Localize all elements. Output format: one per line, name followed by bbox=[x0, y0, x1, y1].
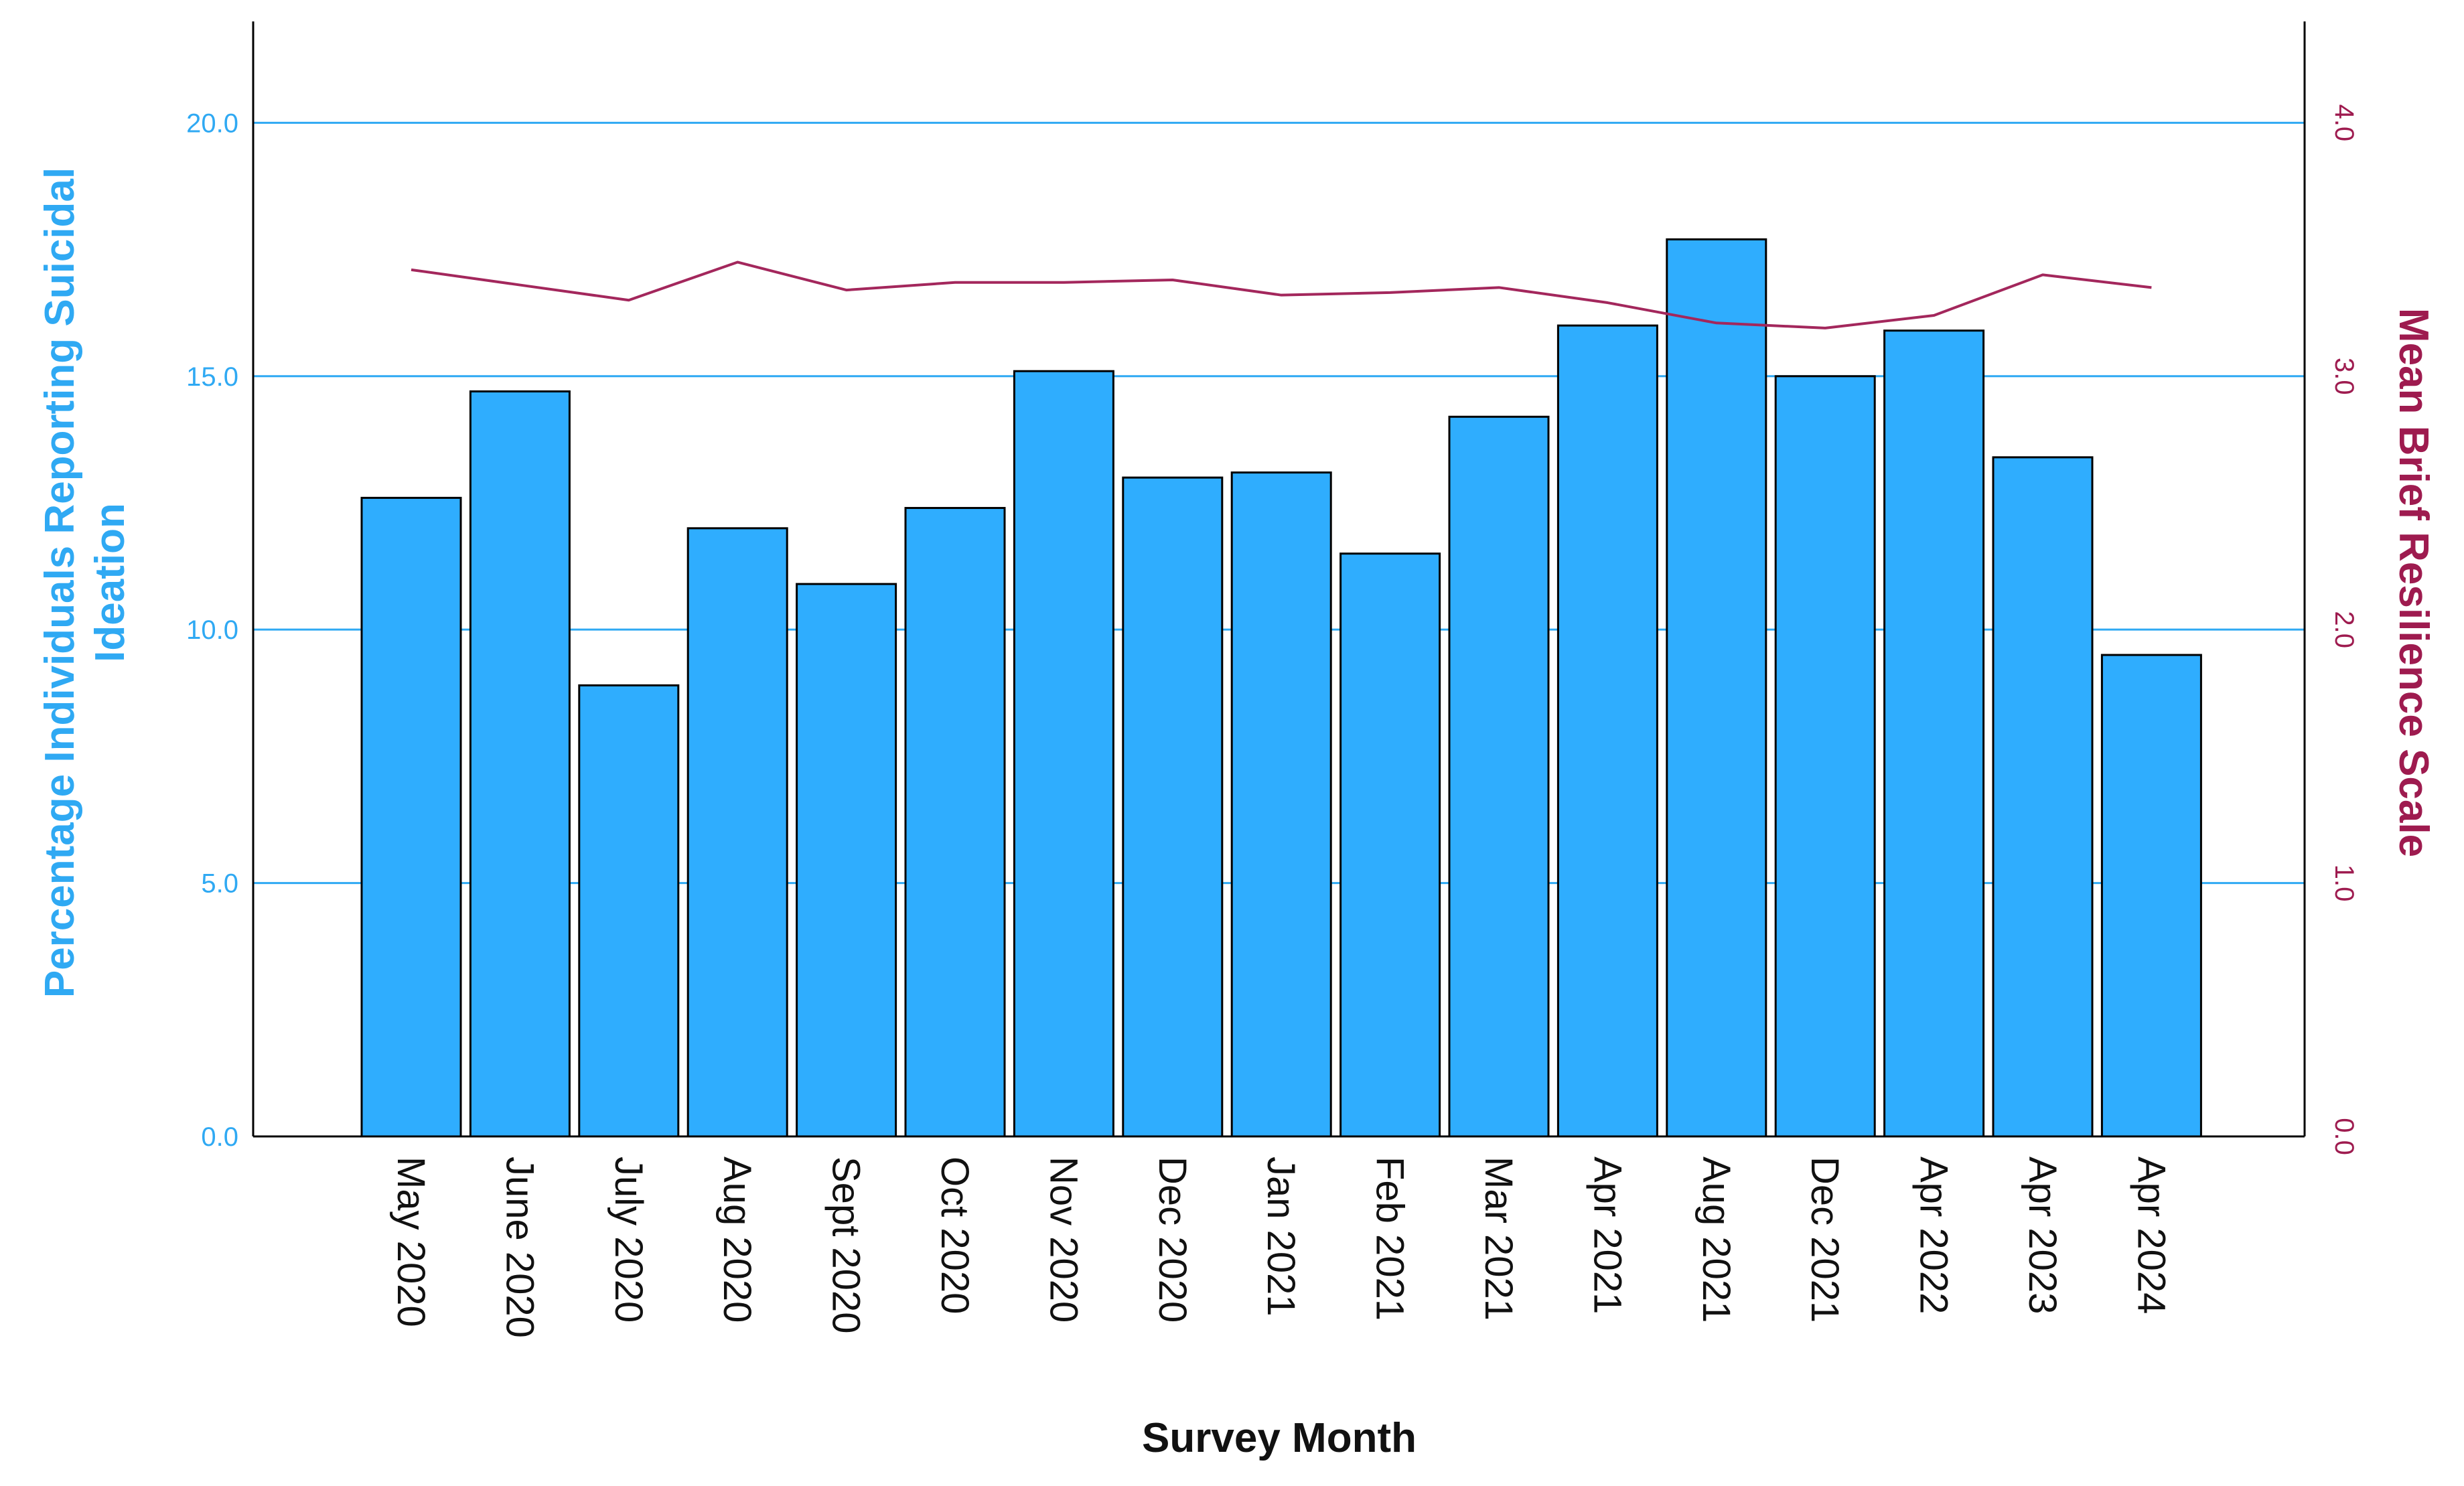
bar-14 bbox=[1883, 329, 1985, 1138]
bar-5 bbox=[904, 507, 1006, 1138]
right-tick-label-1: 1.0 bbox=[2329, 865, 2359, 902]
x-tick-label-9: Feb 2021 bbox=[1368, 1157, 1412, 1321]
left-tick-label-3: 15.0 bbox=[186, 362, 238, 392]
bar-6 bbox=[1013, 370, 1114, 1138]
x-tick-label-10: Mar 2021 bbox=[1477, 1157, 1520, 1321]
bars bbox=[360, 238, 2202, 1138]
bar-4 bbox=[796, 583, 897, 1138]
x-ticks: May 2020 June 2020 July 2020 Aug 2020 Sept 2… bbox=[389, 1157, 2173, 1338]
x-tick-label-13: Dec 2021 bbox=[1803, 1157, 1846, 1323]
x-tick-label-5: Oct 2020 bbox=[933, 1157, 976, 1314]
x-tick-label-7: Dec 2020 bbox=[1151, 1157, 1194, 1323]
y-axis-label-left-line2: Ideation bbox=[87, 503, 133, 662]
bar-2 bbox=[578, 684, 680, 1138]
x-tick-label-3: Aug 2020 bbox=[715, 1157, 759, 1323]
y-axis-label-right: Mean Brief Resilience Scale bbox=[2390, 308, 2437, 857]
x-tick-label-16: Apr 2024 bbox=[2129, 1157, 2173, 1314]
bar-0 bbox=[360, 496, 462, 1138]
bar-8 bbox=[1230, 471, 1332, 1138]
x-tick-label-6: Nov 2020 bbox=[1041, 1157, 1085, 1323]
x-tick-label-14: Apr 2022 bbox=[1912, 1157, 1956, 1314]
x-tick-label-0: May 2020 bbox=[389, 1157, 433, 1327]
right-tick-label-0: 0.0 bbox=[2329, 1118, 2359, 1155]
bar-9 bbox=[1339, 552, 1441, 1138]
bar-3 bbox=[686, 527, 788, 1138]
bar-11 bbox=[1556, 324, 1658, 1138]
bar-10 bbox=[1448, 415, 1550, 1138]
bar-7 bbox=[1122, 476, 1224, 1138]
x-tick-label-4: Sept 2020 bbox=[824, 1157, 868, 1333]
left-tick-label-0: 0.0 bbox=[201, 1122, 238, 1152]
right-ticks: 0.0 1.0 2.0 3.0 4.0 bbox=[2329, 104, 2359, 1155]
y-axis-label-left-line1: Percentage Individuals Reporting Suicida… bbox=[37, 167, 83, 998]
axes bbox=[252, 21, 2306, 1138]
bar-13 bbox=[1774, 375, 1876, 1138]
left-tick-label-2: 10.0 bbox=[186, 615, 238, 645]
x-tick-label-1: June 2020 bbox=[498, 1157, 541, 1338]
bar-1 bbox=[469, 390, 571, 1138]
line-series bbox=[411, 261, 2152, 329]
x-tick-label-15: Apr 2023 bbox=[2021, 1157, 2064, 1314]
x-axis-label: Survey Month bbox=[1142, 1415, 1417, 1461]
x-tick-label-11: Apr 2021 bbox=[1585, 1157, 1629, 1314]
left-tick-label-1: 5.0 bbox=[201, 869, 238, 899]
right-tick-label-4: 4.0 bbox=[2329, 104, 2359, 142]
x-tick-label-12: Aug 2021 bbox=[1694, 1157, 1738, 1323]
right-tick-label-3: 3.0 bbox=[2329, 358, 2359, 395]
right-tick-label-2: 2.0 bbox=[2329, 611, 2359, 648]
left-ticks: 0.0 5.0 10.0 15.0 20.0 bbox=[186, 108, 238, 1152]
bar-15 bbox=[1992, 456, 2094, 1138]
left-tick-label-4: 20.0 bbox=[186, 108, 238, 138]
bar-16 bbox=[2100, 654, 2202, 1138]
x-tick-label-2: July 2020 bbox=[607, 1157, 650, 1323]
x-tick-label-8: Jan 2021 bbox=[1259, 1157, 1303, 1317]
bar-12 bbox=[1666, 238, 1767, 1138]
